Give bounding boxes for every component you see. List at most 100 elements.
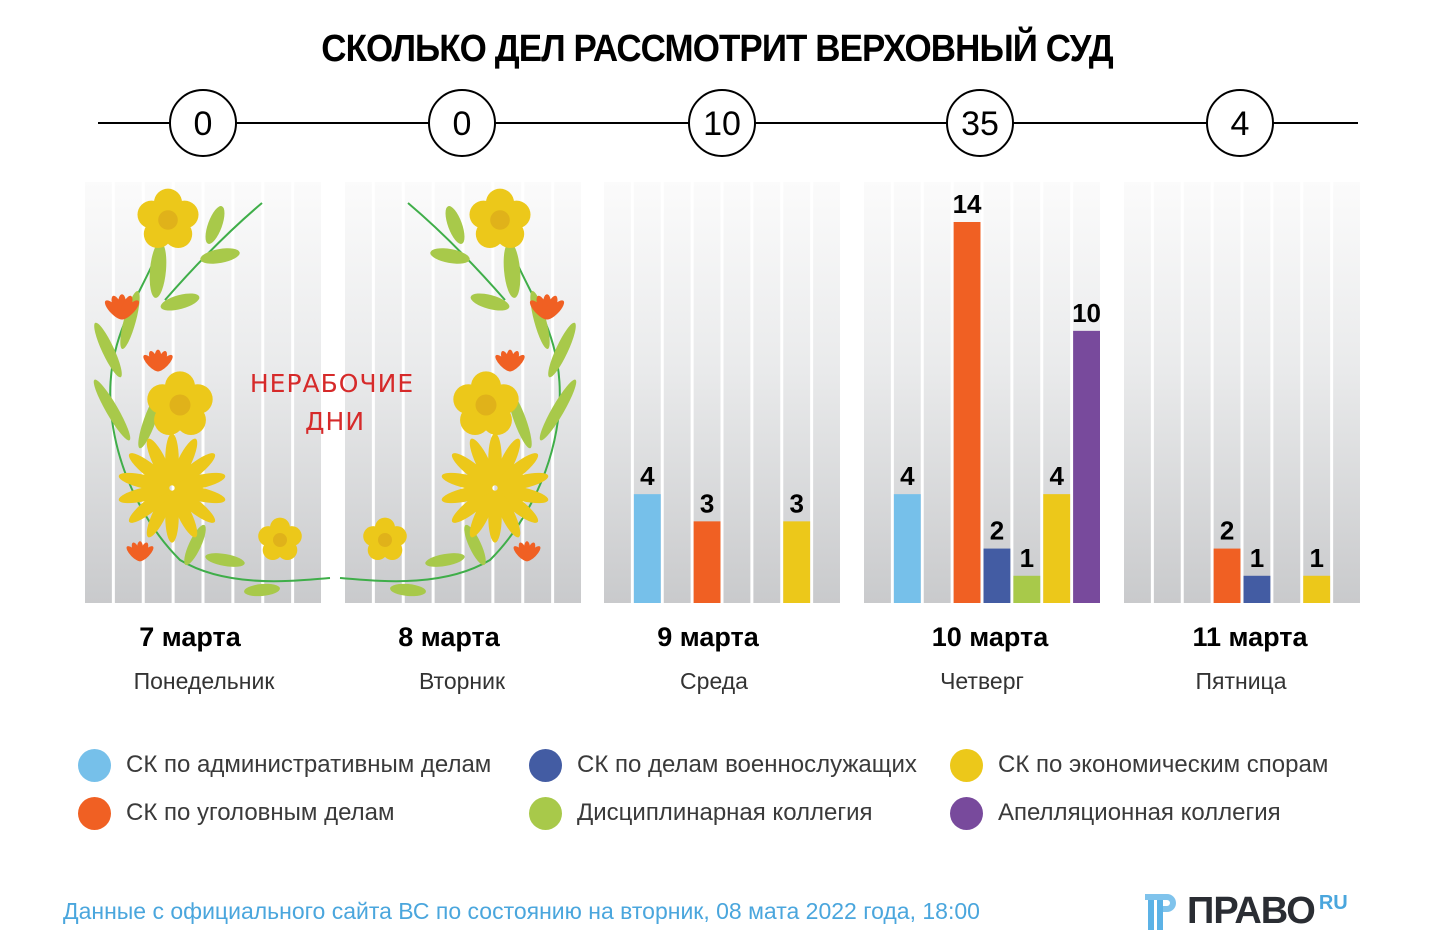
day-date-label: 7 марта [139,622,242,652]
bar-value-label: 4 [900,461,915,491]
leaf [464,524,486,566]
legend-label: СК по административным делам [126,751,492,778]
total-circle [946,89,1014,157]
bar [983,548,1011,603]
legend-label: Дисциплинарная коллегия [577,799,873,826]
leaf [94,322,122,378]
vine-right [407,202,506,301]
petal [494,490,521,538]
bar-value-label: 10 [1072,298,1101,328]
petal [451,453,494,488]
leaf [205,206,225,244]
panel-column [1303,182,1331,603]
panel-column [1183,182,1211,603]
petal [146,490,173,538]
daisy-flower [118,433,226,543]
panel-column [1243,182,1271,603]
petal [146,438,173,486]
legend-item-admin: СК по административным делам [78,745,491,785]
red-flower [104,294,140,320]
panel-column [1013,182,1041,603]
flower-center [475,394,497,416]
panel-column [1273,182,1301,603]
leaf [548,322,576,378]
flower-center [273,533,287,547]
panel-column [663,182,691,603]
panel-column [604,182,631,603]
bar [1013,575,1041,603]
bar-value-label: 1 [1309,543,1323,573]
petal [171,438,198,486]
red-flower [513,541,541,562]
petal [173,488,216,523]
panel-column [1153,182,1181,603]
total-circle [169,89,237,157]
yellow-flower [453,371,519,436]
legend-swatch [78,796,111,830]
panel-column [923,182,951,603]
total-label: 0 [453,105,472,143]
holiday-decoration: НЕРАБОЧИЕ ДНИ [93,188,577,597]
bar [953,222,981,603]
red-flower [126,541,154,562]
yellow-flower [258,517,302,561]
petal [469,438,496,486]
red-flower [529,294,565,320]
legend-label: СК по уголовным делам [126,799,395,826]
chart-title: СКОЛЬКО ДЕЛ РАССМОТРИТ ВЕРХОВНЫЙ СУД [321,28,1113,70]
bar-value-label: 1 [1020,543,1034,573]
bar [1213,548,1241,603]
leaf [430,248,470,264]
leaf [149,242,167,298]
bar-value-label: 2 [990,516,1004,546]
legend-item-economic: СК по экономическим спорам [950,745,1328,785]
red-flower [143,349,173,372]
vine-left [164,202,263,301]
panel-column [1333,182,1360,603]
day-date-label: 10 марта [932,622,1050,652]
day-date-label: 9 марта [657,622,760,652]
bar [1243,575,1271,603]
panel-column [723,182,751,603]
total-circle [1206,89,1274,157]
logo-suffix: RU [1318,892,1348,914]
legend-item-disciplinary: Дисциплинарная коллегия [529,793,873,833]
leaf [503,242,521,298]
leaf [205,553,245,567]
pravo-ru-logo[interactable]: ПРАВО RU [1145,888,1348,934]
bar [1073,330,1100,603]
total-label: 35 [961,105,999,143]
panel-column [753,182,781,603]
panel-column [404,182,432,603]
legend-swatch [529,796,562,830]
panel-column [114,182,142,603]
logo-wordmark: ПРАВО [1187,890,1316,932]
leaf [539,379,577,441]
petal [508,354,525,372]
yellow-flower [363,517,407,561]
yellow-flower [147,371,213,436]
day-date-label: 11 марта [1192,622,1308,652]
total-label: 0 [194,105,213,143]
legend-label: СК по экономическим спорам [998,751,1329,778]
weekday-label: Пятница [1195,668,1286,694]
bar-value-label: 4 [640,461,655,491]
petal [128,453,171,488]
leaf [445,206,465,244]
flower-center [490,210,510,230]
petal [451,488,494,523]
weekday-label: Четверг [940,668,1024,694]
petal [156,354,173,372]
bar-value-label: 3 [789,488,803,518]
petal [525,546,541,562]
flower-center [169,394,191,416]
flower-center [378,533,392,547]
legend-swatch [529,748,562,782]
weekday-label: Понедельник [134,668,276,694]
petal [138,546,154,562]
leaf [160,293,200,311]
source-note: Данные с официального сайта ВС по состоя… [63,898,980,924]
total-label: 4 [1231,105,1250,143]
